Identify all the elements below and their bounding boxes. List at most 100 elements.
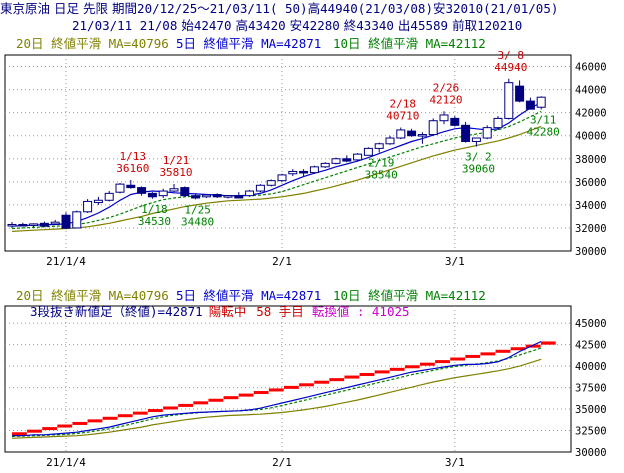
tlb-block <box>510 347 526 351</box>
tlb-xtick-label: 2/1 <box>272 456 292 469</box>
instrument-name: 東京原油 <box>0 1 51 16</box>
candle-body <box>374 143 384 149</box>
candle-body <box>191 195 201 199</box>
annotation-price: 42280 <box>527 125 560 138</box>
candle-body <box>525 100 535 110</box>
candle-ytick-label: 38000 <box>575 154 607 166</box>
annotation-price: 44940 <box>494 61 527 74</box>
candle-body <box>363 147 373 156</box>
annotation-price: 40710 <box>386 110 419 123</box>
candle-ytick-label: 40000 <box>575 131 607 143</box>
candle-body <box>137 187 147 194</box>
tlb-ytick-label: 42500 <box>575 340 607 352</box>
candle-xtick-label: 2/1 <box>272 255 292 268</box>
annotation-price: 42120 <box>429 93 462 106</box>
candle-body <box>245 190 255 197</box>
tlb-panel-frame <box>4 305 572 453</box>
candle-body <box>223 195 233 198</box>
annotation-date: 3/11 <box>530 113 557 126</box>
candle-xtick-label: 3/1 <box>445 255 465 268</box>
tlb-block <box>178 403 194 407</box>
tlb-block <box>117 414 133 418</box>
tlb-block <box>238 393 254 397</box>
candles <box>7 78 546 230</box>
candle-body <box>482 127 492 139</box>
legend-ma20-top: 20日 終値平滑 MA=40796 <box>16 36 169 51</box>
candle-body <box>147 192 157 198</box>
candle-body <box>93 199 103 204</box>
candle-body <box>61 214 71 229</box>
candle-ytick-label: 30000 <box>575 246 607 258</box>
candle-ytick-label: 36000 <box>575 177 607 189</box>
candle-ytick-label: 42000 <box>575 108 607 120</box>
candle-body <box>471 137 481 142</box>
quote-high: 高43420 <box>235 18 286 33</box>
candle-body <box>536 96 546 108</box>
candle-body <box>417 134 427 137</box>
tlb-block <box>480 352 496 356</box>
candle-ytick-label: 44000 <box>575 85 607 97</box>
candle-body <box>353 153 363 161</box>
quote-low: 安42280 <box>289 18 340 33</box>
period-type: 日足 <box>54 1 80 16</box>
tlb-ytick-label: 30000 <box>575 447 607 459</box>
contract-month: 先限 <box>83 1 109 16</box>
tlb-caption-text: 3段抜き新値足（終値)=42871 <box>30 304 203 319</box>
annotation-price: 38540 <box>365 169 398 182</box>
candle-body <box>342 158 352 162</box>
tlb-block <box>374 370 390 374</box>
candle-body <box>515 85 525 102</box>
tlb-ma5-line <box>12 340 542 437</box>
annotation-date: 1/13 <box>120 150 147 163</box>
annotation-date: 2/19 <box>368 157 395 170</box>
tlb-switch-value: 転換値 : 41025 <box>312 304 410 319</box>
tlb-block <box>12 432 27 436</box>
candle-body <box>201 194 211 198</box>
legend-ma5-top: 5日 終値平滑 MA=42871 <box>176 36 321 51</box>
annotation-price: 36160 <box>116 162 149 175</box>
candle-body <box>450 117 460 126</box>
period-high: 高44940(21/03/08) <box>307 1 433 16</box>
tlb-block <box>27 429 42 433</box>
candle-body <box>407 130 417 137</box>
candle-body <box>396 129 406 139</box>
tlb-block <box>208 398 224 402</box>
tlb-ma20-line <box>11 358 542 439</box>
tlb-grid <box>5 306 571 452</box>
candle-body <box>428 120 438 136</box>
axis-labels: 30000 32000 34000 36000 38000 40000 42000 44000… <box>46 62 606 469</box>
tlb-block <box>359 372 375 376</box>
candle-xtick-label: 21/1/4 <box>46 255 86 268</box>
candle-body <box>29 223 39 226</box>
candle-body <box>385 137 395 145</box>
candle-body <box>83 200 93 213</box>
tlb-block <box>87 419 103 423</box>
tlb-block <box>420 362 435 366</box>
tlb-block <box>102 416 118 420</box>
tlb-ytick-label: 35000 <box>575 404 607 416</box>
tlb-block <box>223 396 239 400</box>
candle-body <box>104 192 114 201</box>
legend-ma20-bottom: 20日 終値平滑 MA=40796 <box>16 288 169 303</box>
annotation-price: 34530 <box>138 215 171 228</box>
candle-ytick-label: 32000 <box>575 223 607 235</box>
period-low: 安32010(21/01/05) <box>432 1 559 16</box>
tlb-ytick-label: 32500 <box>575 426 607 438</box>
date-range: 期間20/12/25～21/03/11( 50) <box>112 1 308 16</box>
tlb-block <box>163 406 178 410</box>
annotation-date: 2/18 <box>390 98 417 111</box>
tlb-block <box>329 378 345 382</box>
candle-body <box>461 124 471 142</box>
tlb-block <box>132 411 148 415</box>
legend-ma5-bottom: 5日 終値平滑 MA=42871 <box>176 288 321 303</box>
candle-body <box>277 174 287 182</box>
candle-body <box>504 82 514 119</box>
annotation-date: 2/26 <box>433 81 460 94</box>
candle-ma-lines <box>11 102 542 232</box>
annotation-price: 39060 <box>462 163 495 176</box>
legend-ma10-top: 10日 終値平滑 MA=42112 <box>333 36 486 51</box>
candle-body <box>169 188 179 192</box>
candle-body <box>212 194 222 198</box>
candle-ma5-line <box>11 102 542 227</box>
candle-body <box>309 166 319 174</box>
